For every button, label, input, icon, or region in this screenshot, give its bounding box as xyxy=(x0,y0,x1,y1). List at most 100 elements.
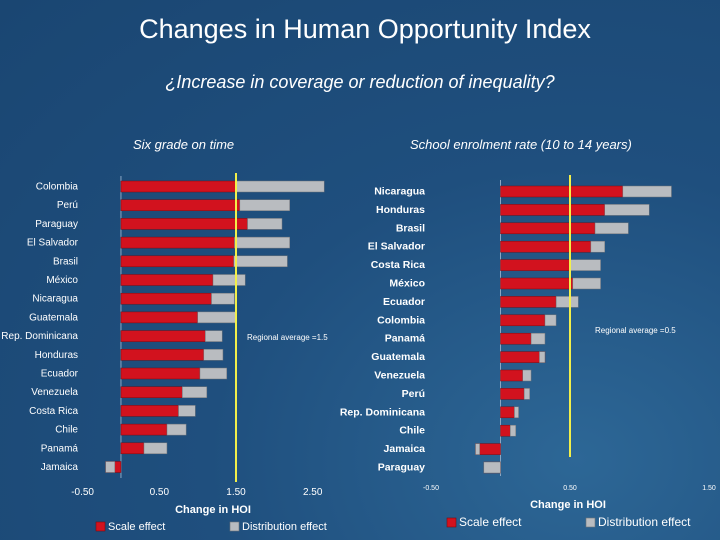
left-distribution-bar-11 xyxy=(182,386,208,398)
left-distribution-bar-15 xyxy=(105,461,116,473)
left-distribution-bar-10 xyxy=(199,367,228,380)
left-category-label-8: Rep. Dominicana xyxy=(1,331,78,342)
left-distribution-bar-3 xyxy=(234,236,290,249)
right-category-label-6: Ecuador xyxy=(383,296,425,308)
right-x-tick-2: 1.50 xyxy=(702,485,716,492)
right-legend-swatch-1 xyxy=(585,517,596,528)
right-category-label-9: Guatemala xyxy=(371,351,425,363)
right-scale-bar-1 xyxy=(500,204,605,216)
left-category-label-15: Jamaica xyxy=(41,462,79,473)
right-category-label-12: Rep. Dominicana xyxy=(340,406,425,418)
left-scale-bar-1 xyxy=(120,199,241,211)
right-legend-swatch-0 xyxy=(446,517,457,528)
left-distribution-bar-8 xyxy=(205,330,223,342)
left-distribution-bar-2 xyxy=(247,218,283,230)
right-scale-bar-4 xyxy=(500,259,571,271)
left-category-label-7: Guatemala xyxy=(29,312,78,323)
left-scale-bar-7 xyxy=(120,311,198,324)
left-scale-bar-12 xyxy=(120,405,179,417)
right-legend-label-0: Scale effect xyxy=(459,515,522,529)
left-distribution-bar-1 xyxy=(239,199,290,211)
left-category-label-14: Panamá xyxy=(41,443,79,454)
left-category-label-3: El Salvador xyxy=(27,238,79,249)
left-chart-title: Six grade on time xyxy=(133,137,235,152)
right-x-axis-title: Change in HOI xyxy=(530,499,606,511)
left-distribution-bar-5 xyxy=(212,274,246,286)
left-scale-bar-6 xyxy=(120,292,212,305)
right-category-label-7: Colombia xyxy=(377,314,425,326)
right-category-label-15: Paraguay xyxy=(378,462,425,474)
right-scale-bar-13 xyxy=(500,424,511,437)
right-distribution-bar-0 xyxy=(622,185,672,198)
right-category-label-3: El Salvador xyxy=(368,241,425,253)
left-scale-bar-2 xyxy=(120,218,248,230)
left-x-tick-0: -0.50 xyxy=(71,487,94,498)
right-category-label-4: Costa Rica xyxy=(371,259,425,271)
left-category-label-12: Costa Rica xyxy=(29,406,78,417)
right-distribution-bar-3 xyxy=(590,240,605,253)
right-category-label-10: Venezuela xyxy=(374,370,425,382)
right-category-label-5: México xyxy=(389,278,425,290)
left-x-tick-3: 2.50 xyxy=(303,487,323,498)
right-category-label-11: Perú xyxy=(402,388,425,400)
left-scale-bar-3 xyxy=(120,236,235,249)
right-distribution-bar-14 xyxy=(475,443,480,455)
right-scale-bar-12 xyxy=(500,406,515,419)
right-x-tick-0: -0.50 xyxy=(423,485,439,492)
right-category-label-2: Brasil xyxy=(396,222,425,234)
right-distribution-bar-12 xyxy=(514,406,519,419)
right-distribution-bar-15 xyxy=(483,461,501,474)
left-scale-bar-11 xyxy=(120,386,183,398)
right-scale-bar-3 xyxy=(500,240,592,253)
right-chart-title: School enrolment rate (10 to 14 years) xyxy=(410,137,632,152)
left-category-label-2: Paraguay xyxy=(35,219,78,230)
right-distribution-bar-13 xyxy=(509,424,517,437)
left-scale-bar-13 xyxy=(120,423,168,436)
left-distribution-bar-7 xyxy=(197,311,237,324)
right-distribution-bar-9 xyxy=(539,351,546,363)
left-legend-label-0: Scale effect xyxy=(108,521,165,533)
left-legend-swatch-1 xyxy=(229,521,240,532)
left-distribution-bar-6 xyxy=(211,292,235,305)
right-category-label-1: Honduras xyxy=(376,204,425,216)
left-category-label-10: Ecuador xyxy=(41,369,79,380)
left-x-tick-1: 0.50 xyxy=(150,487,170,498)
left-scale-bar-4 xyxy=(120,255,234,268)
right-distribution-bar-4 xyxy=(569,259,601,271)
left-category-label-4: Brasil xyxy=(53,256,78,267)
left-distribution-bar-12 xyxy=(178,405,196,417)
right-distribution-bar-1 xyxy=(604,204,650,216)
left-scale-bar-8 xyxy=(120,330,206,342)
left-legend-label-1: Distribution effect xyxy=(242,521,327,533)
left-regional-average-label: Regional average =1.5 xyxy=(247,333,328,342)
right-distribution-bar-11 xyxy=(523,388,530,400)
left-category-label-6: Nicaragua xyxy=(32,294,78,305)
right-scale-bar-0 xyxy=(500,185,624,198)
left-distribution-bar-13 xyxy=(166,423,187,436)
left-scale-bar-5 xyxy=(120,274,214,286)
left-distribution-bar-4 xyxy=(233,255,288,268)
left-x-axis-title: Change in HOI xyxy=(175,504,251,516)
left-distribution-bar-14 xyxy=(143,442,168,455)
left-category-label-11: Venezuela xyxy=(31,387,78,398)
right-category-label-13: Chile xyxy=(399,425,425,437)
right-scale-bar-10 xyxy=(500,369,523,382)
right-chart: Nicaragua Honduras Brasil El Salvador Costa … xyxy=(340,175,716,529)
left-category-label-13: Chile xyxy=(55,425,78,436)
left-scale-bar-9 xyxy=(120,349,205,361)
right-distribution-bar-8 xyxy=(530,332,546,345)
right-scale-bar-9 xyxy=(500,351,546,363)
right-regional-average-label: Regional average =0.5 xyxy=(595,326,676,335)
right-scale-bar-7 xyxy=(500,314,546,327)
left-category-label-9: Honduras xyxy=(35,350,78,361)
right-x-tick-1: 0.50 xyxy=(563,485,577,492)
left-legend-swatch-0 xyxy=(95,521,106,532)
left-scale-bar-10 xyxy=(120,367,201,380)
left-category-label-5: México xyxy=(46,275,78,286)
right-legend-label-1: Distribution effect xyxy=(598,515,691,529)
right-distribution-bar-5 xyxy=(572,277,601,290)
left-category-label-0: Colombia xyxy=(36,182,79,193)
left-distribution-bar-9 xyxy=(203,349,224,361)
right-distribution-bar-7 xyxy=(544,314,557,327)
right-scale-bar-5 xyxy=(500,277,574,290)
